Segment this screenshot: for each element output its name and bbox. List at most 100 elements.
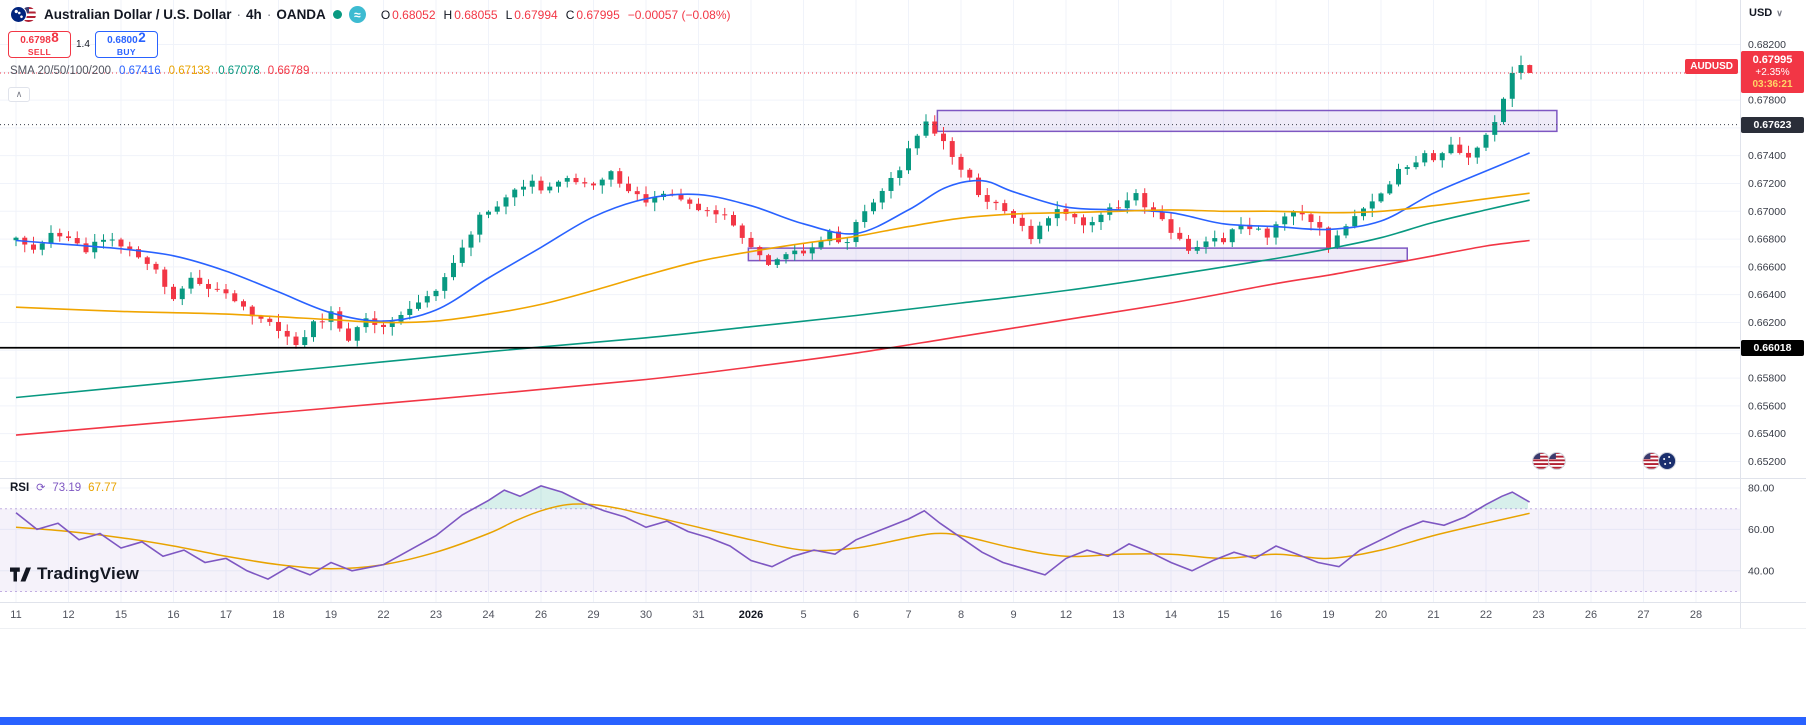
svg-text:5: 5 xyxy=(800,609,806,621)
svg-text:0.67800: 0.67800 xyxy=(1748,95,1786,107)
svg-text:11: 11 xyxy=(10,609,21,621)
svg-text:18: 18 xyxy=(272,609,284,621)
level-badge-resistance: 0.67623 xyxy=(1741,117,1804,133)
svg-text:12: 12 xyxy=(62,609,74,621)
svg-text:16: 16 xyxy=(1270,609,1282,621)
sma100-value: 0.67078 xyxy=(218,65,260,77)
svg-text:17: 17 xyxy=(220,609,232,621)
svg-text:80.00: 80.00 xyxy=(1748,483,1774,495)
change-value: −0.00057 (−0.08%) xyxy=(627,7,731,22)
tradingview-logo[interactable]: TradingView xyxy=(10,564,139,584)
current-price-badge: 0.67995 +2.35% 03:36:21 xyxy=(1741,51,1804,93)
svg-text:20: 20 xyxy=(1375,609,1387,621)
boxes-layer[interactable] xyxy=(747,109,1558,262)
svg-text:60.00: 60.00 xyxy=(1748,524,1774,536)
svg-text:27: 27 xyxy=(1637,609,1649,621)
time-axis-layer[interactable]: 11 12 15 16 17 18 19 22 23 24 26 29 30 31 2026 5 6 7 8 9 12 1… xyxy=(10,609,1702,621)
level-badge-support: 0.66018 xyxy=(1741,340,1804,356)
svg-text:13: 13 xyxy=(1112,609,1124,621)
svg-text:7: 7 xyxy=(905,609,911,621)
rsi-value: 73.19 xyxy=(52,481,82,494)
svg-text:19: 19 xyxy=(325,609,337,621)
svg-text:40.00: 40.00 xyxy=(1748,565,1774,577)
collapse-legend-button[interactable]: ∧ xyxy=(8,87,30,102)
svg-text:0.66800: 0.66800 xyxy=(1748,234,1786,246)
grid-layer xyxy=(0,0,1740,602)
spread-value: 1.4 xyxy=(76,39,90,50)
svg-text:0.65800: 0.65800 xyxy=(1748,373,1786,385)
svg-text:0.66200: 0.66200 xyxy=(1748,317,1786,329)
symbol-title[interactable]: Australian Dollar / U.S. Dollar · 4h · O… xyxy=(44,7,326,22)
rsi-layer xyxy=(15,485,1531,580)
symbol-price-flag: AUDUSD xyxy=(1685,59,1738,74)
svg-text:23: 23 xyxy=(1532,609,1544,621)
sma-legend[interactable]: SMA 20/50/100/200 0.67416 0.67133 0.6707… xyxy=(10,65,310,77)
sma50-value: 0.67133 xyxy=(168,65,211,77)
svg-text:14: 14 xyxy=(1165,609,1177,621)
hlines-layer[interactable] xyxy=(0,72,1740,349)
svg-text:28: 28 xyxy=(1690,609,1702,621)
events-layer[interactable] xyxy=(1532,452,1677,470)
svg-text:0.67400: 0.67400 xyxy=(1748,150,1786,162)
tradingview-mark-icon xyxy=(10,567,31,581)
aud-flag-icon xyxy=(10,6,27,23)
low-value: 0.67994 xyxy=(514,7,558,22)
svg-text:9: 9 xyxy=(1010,609,1016,621)
close-value: 0.67995 xyxy=(576,7,620,22)
svg-text:15: 15 xyxy=(1217,609,1229,621)
svg-text:0.67200: 0.67200 xyxy=(1748,178,1786,190)
svg-text:0.67000: 0.67000 xyxy=(1748,206,1786,218)
rsi-band-layer xyxy=(0,508,1740,592)
high-value: 0.68055 xyxy=(454,7,498,22)
chevron-down-icon: ∨ xyxy=(1776,7,1783,18)
rsi-signal-value: 67.77 xyxy=(88,481,117,494)
buy-button[interactable]: 0.68002 BUY xyxy=(94,31,158,58)
axis-currency-selector[interactable]: USD ∨ xyxy=(1749,7,1783,19)
svg-text:0.68200: 0.68200 xyxy=(1748,39,1786,51)
open-value: 0.68052 xyxy=(392,7,436,22)
svg-text:0.66400: 0.66400 xyxy=(1748,289,1786,301)
svg-text:15: 15 xyxy=(115,609,127,621)
symbol-name: Australian Dollar / U.S. Dollar xyxy=(44,7,232,22)
chart-legend: Australian Dollar / U.S. Dollar · 4h · O… xyxy=(10,6,731,23)
interval-label: 4h xyxy=(246,7,262,22)
svg-text:0.65600: 0.65600 xyxy=(1748,400,1786,412)
rsi-refresh-icon: ⟳ xyxy=(36,482,46,494)
rsi-legend[interactable]: RSI ⟳ 73.19 67.77 xyxy=(10,481,117,495)
exchange-label: OANDA xyxy=(276,7,326,22)
change-percent: +2.35% xyxy=(1755,67,1790,78)
ma-layer xyxy=(15,152,1530,436)
sma20-value: 0.67416 xyxy=(119,65,161,77)
svg-text:16: 16 xyxy=(167,609,179,621)
approx-data-icon[interactable]: ≈ xyxy=(348,6,366,23)
symbol-logo-icon[interactable] xyxy=(10,6,37,23)
svg-text:24: 24 xyxy=(482,609,494,621)
svg-text:21: 21 xyxy=(1427,609,1439,621)
market-status-icon[interactable] xyxy=(332,10,342,19)
sell-button[interactable]: 0.67988 SELL xyxy=(8,31,71,58)
svg-text:12: 12 xyxy=(1060,609,1072,621)
candles-layer xyxy=(13,55,1533,349)
svg-text:23: 23 xyxy=(430,609,442,621)
current-price: 0.67995 xyxy=(1752,54,1793,66)
ohlc-values: O 0.68052 H 0.68055 L 0.67994 C 0.67995 −0.0… xyxy=(380,7,731,22)
bottom-accent-bar xyxy=(0,717,1806,725)
svg-text:26: 26 xyxy=(535,609,547,621)
svg-text:2026: 2026 xyxy=(739,609,763,621)
svg-text:0.65400: 0.65400 xyxy=(1748,428,1786,440)
svg-text:31: 31 xyxy=(692,609,704,621)
svg-text:22: 22 xyxy=(1480,609,1492,621)
bar-countdown: 03:36:21 xyxy=(1752,79,1793,90)
order-panel: 0.67988 SELL 1.4 0.68002 BUY xyxy=(8,31,158,58)
svg-text:6: 6 xyxy=(853,609,859,621)
svg-text:29: 29 xyxy=(587,609,599,621)
svg-text:8: 8 xyxy=(958,609,964,621)
svg-text:22: 22 xyxy=(377,609,389,621)
svg-text:0.65200: 0.65200 xyxy=(1748,456,1786,468)
svg-text:19: 19 xyxy=(1322,609,1334,621)
svg-text:0.66600: 0.66600 xyxy=(1748,261,1786,273)
svg-text:30: 30 xyxy=(640,609,652,621)
svg-text:26: 26 xyxy=(1585,609,1597,621)
